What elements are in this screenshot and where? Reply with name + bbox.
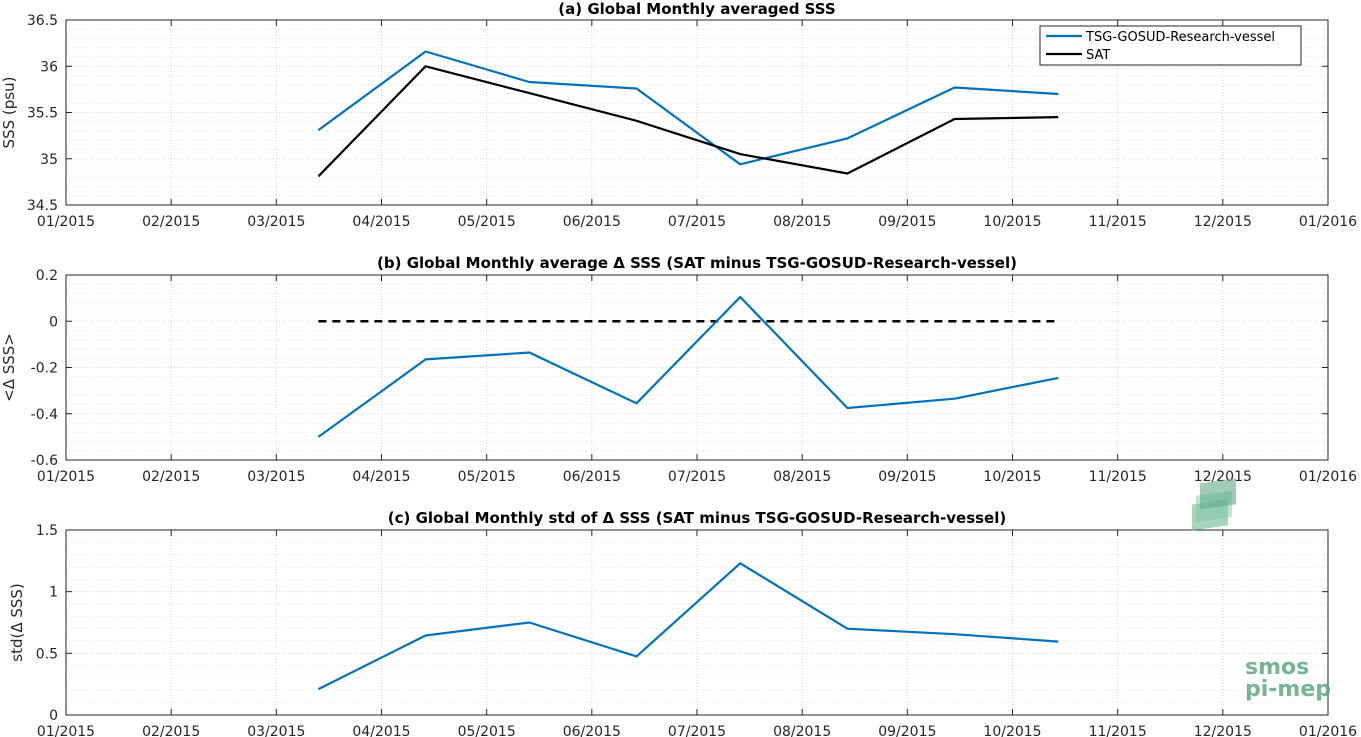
- chart-title: (c) Global Monthly std of Δ SSS (SAT min…: [388, 509, 1006, 527]
- series-line-delta-sss: [317, 562, 1059, 691]
- x-tick-label: 01/2016: [1299, 724, 1357, 737]
- x-tick-label: 01/2015: [37, 469, 95, 485]
- x-tick-label: 12/2015: [1194, 724, 1252, 737]
- x-tick-label: 04/2015: [352, 214, 410, 230]
- x-tick-label: 06/2015: [563, 214, 621, 230]
- x-tick-label: 07/2015: [668, 469, 726, 485]
- y-tick-label: -0.6: [31, 453, 58, 469]
- y-tick-label: 0: [49, 708, 58, 724]
- y-tick-label: 1.5: [36, 523, 58, 539]
- y-tick-label: 36: [40, 59, 58, 75]
- x-tick-label: 03/2015: [247, 469, 305, 485]
- x-tick-label: 03/2015: [247, 214, 305, 230]
- x-tick-label: 11/2015: [1089, 214, 1147, 230]
- x-tick-label: 08/2015: [773, 214, 831, 230]
- x-tick-label: 05/2015: [458, 724, 516, 737]
- y-tick-label: 35: [40, 152, 58, 168]
- series-line-delta-sss: [317, 295, 1059, 438]
- x-tick-label: 05/2015: [458, 214, 516, 230]
- chart-panel-a: 01/2015 02/2015 03/2015 04/2015 05/2015 06/20…: [0, 0, 1357, 230]
- x-tick-label: 10/2015: [983, 724, 1041, 737]
- x-tick-label: 01/2016: [1299, 214, 1357, 230]
- x-tick-label: 02/2015: [142, 724, 200, 737]
- x-tick-label: 09/2015: [878, 214, 936, 230]
- x-tick-label: 09/2015: [878, 724, 936, 737]
- y-tick-label: 36.5: [27, 13, 58, 29]
- x-tick-label: 12/2015: [1194, 469, 1252, 485]
- y-tick-label: 34.5: [27, 198, 58, 214]
- logo-text-pimep: pi-mep: [1245, 677, 1331, 702]
- x-tick-label: 07/2015: [668, 724, 726, 737]
- legend-entry: SAT: [1086, 48, 1110, 63]
- y-axis-label: <Δ SSS>: [0, 333, 18, 402]
- x-tick-label: 04/2015: [352, 469, 410, 485]
- x-tick-label: 01/2015: [37, 214, 95, 230]
- x-tick-label: 02/2015: [142, 214, 200, 230]
- legend: TSG-GOSUD-Research-vessel SAT: [1039, 25, 1302, 66]
- x-tick-label: 01/2016: [1299, 469, 1357, 485]
- x-tick-label: 07/2015: [668, 214, 726, 230]
- y-tick-label: -0.4: [31, 407, 58, 423]
- x-tick-label: 03/2015: [247, 724, 305, 737]
- y-axis-label: std(Δ SSS): [8, 583, 26, 662]
- logo-mark: [1192, 478, 1236, 531]
- smos-pi-mep-logo: smos pi-mep: [1192, 478, 1331, 702]
- x-tick-label: 06/2015: [563, 724, 621, 737]
- x-tick-label: 12/2015: [1194, 214, 1252, 230]
- y-tick-label: 0: [49, 314, 58, 330]
- chart-panel-b: 01/2015 02/2015 03/2015 04/2015 05/2015 06/20…: [0, 254, 1357, 485]
- legend-entry: TSG-GOSUD-Research-vessel: [1085, 30, 1275, 45]
- x-tick-label: 08/2015: [773, 724, 831, 737]
- y-tick-label: 0.2: [36, 268, 58, 284]
- x-tick-label: 10/2015: [983, 214, 1041, 230]
- x-tick-label: 06/2015: [563, 469, 621, 485]
- y-tick-label: 1: [49, 585, 58, 601]
- chart-title: (a) Global Monthly averaged SSS: [558, 0, 835, 18]
- logo-text-smos: smos: [1245, 655, 1309, 680]
- y-tick-label: 35.5: [27, 106, 58, 122]
- legend-box: [1039, 25, 1302, 66]
- x-tick-label: 11/2015: [1089, 469, 1147, 485]
- x-tick-label: 04/2015: [352, 724, 410, 737]
- chart-title: (b) Global Monthly average Δ SSS (SAT mi…: [377, 254, 1017, 272]
- x-tick-label: 09/2015: [878, 469, 936, 485]
- x-tick-label: 11/2015: [1089, 724, 1147, 737]
- x-tick-label: 01/2015: [37, 724, 95, 737]
- series-line-tsg-gosud-research-vessel: [317, 50, 1059, 166]
- x-tick-label: 10/2015: [983, 469, 1041, 485]
- y-axis-label: SSS (psu): [0, 77, 18, 149]
- chart-panel-c: 01/2015 02/2015 03/2015 04/2015 05/2015 06/20…: [8, 509, 1357, 737]
- y-tick-label: -0.2: [31, 361, 58, 377]
- x-tick-label: 05/2015: [458, 469, 516, 485]
- y-tick-label: 0.5: [36, 646, 58, 662]
- x-tick-label: 02/2015: [142, 469, 200, 485]
- x-tick-label: 08/2015: [773, 469, 831, 485]
- series-line-sat: [317, 65, 1059, 178]
